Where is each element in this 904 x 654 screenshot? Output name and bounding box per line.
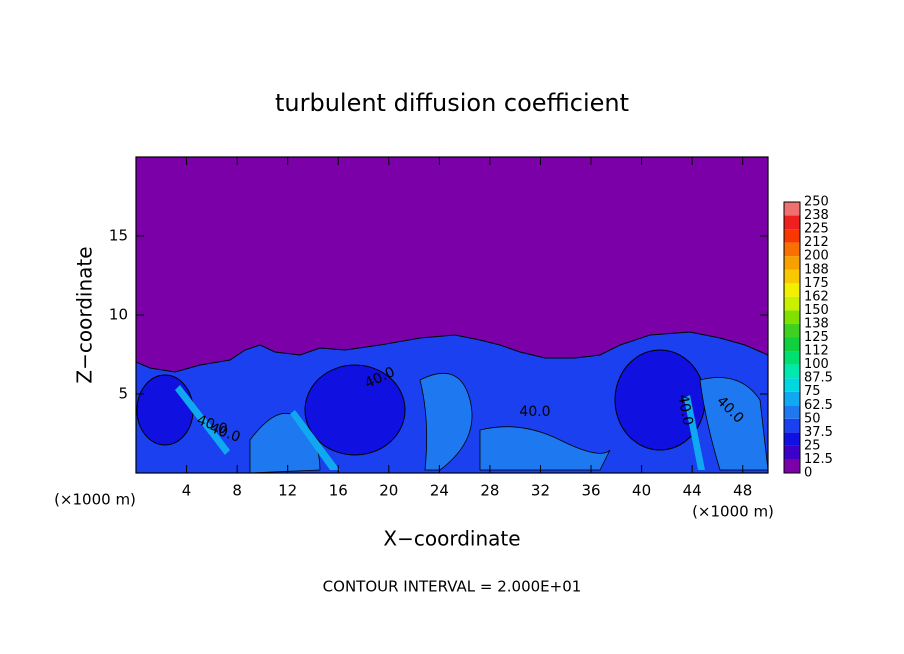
colorbar-swatch [784, 202, 800, 216]
colorbar-swatch [784, 418, 800, 433]
colorbar-label: 0 [804, 466, 812, 481]
field-region [304, 364, 406, 456]
field-region [136, 374, 194, 446]
x-tick-label: 4 [182, 482, 192, 500]
x-tick-label: 24 [430, 482, 449, 500]
x-tick-label: 8 [232, 482, 242, 500]
colorbar-label: 212 [804, 235, 829, 250]
colorbar-label: 125 [804, 330, 829, 345]
colorbar-label: 175 [804, 276, 829, 291]
x-tick-label: 16 [329, 482, 348, 500]
colorbar-label: 75 [804, 384, 821, 399]
colorbar-swatch [784, 405, 800, 419]
field-region [419, 372, 473, 471]
colorbar-swatch [784, 445, 800, 460]
chart-title: turbulent diffusion coefficient [275, 89, 629, 117]
x-axis-label: X−coordinate [383, 527, 520, 551]
colorbar-label: 87.5 [804, 371, 833, 386]
colorbar-label: 225 [804, 222, 829, 237]
x-tick-label: 44 [683, 482, 702, 500]
x-unit-label: (×1000 m) [54, 491, 136, 509]
colorbar-swatch [784, 310, 800, 324]
x-tick-label: 48 [733, 482, 752, 500]
colorbar-label: 112 [804, 344, 829, 359]
colorbar-label: 25 [804, 438, 821, 453]
x-tick-label: 40 [632, 482, 651, 500]
colorbar-label: 12.5 [804, 452, 833, 467]
y-axis-label: Z−coordinate [73, 246, 97, 383]
colorbar-swatch [784, 432, 800, 446]
colorbar-label: 162 [804, 289, 829, 304]
x-tick-label: 28 [480, 482, 499, 500]
colorbar-swatch [784, 256, 800, 270]
x-tick-label: 32 [531, 482, 550, 500]
colorbar-label: 150 [804, 303, 829, 318]
colorbar-label: 188 [804, 262, 829, 277]
colorbar-label: 62.5 [804, 398, 833, 413]
colorbar-label: 37.5 [804, 425, 833, 440]
field-region [699, 377, 768, 471]
colorbar-label: 138 [804, 316, 829, 331]
contour-interval: CONTOUR INTERVAL = 2.000E+01 [323, 578, 582, 596]
field-region [479, 426, 611, 471]
colorbar-label: 200 [804, 249, 829, 264]
colorbar-swatch [784, 296, 800, 311]
y-tick-label: 15 [109, 227, 128, 245]
contour-label: 40.0 [519, 404, 550, 420]
colorbar-swatch [784, 323, 800, 338]
colorbar-label: 100 [804, 357, 829, 372]
colorbar-swatch [784, 283, 800, 297]
field [136, 157, 768, 473]
field-region [684, 395, 705, 470]
y-tick-label: 5 [118, 385, 128, 403]
colorbar-swatch [784, 351, 800, 365]
colorbar-swatch [784, 215, 800, 230]
colorbar-frame [783, 201, 801, 474]
field-region [175, 385, 230, 455]
x-tick-label: 36 [581, 482, 600, 500]
colorbar-label: 238 [804, 208, 829, 223]
field-region [290, 410, 340, 470]
colorbar-swatch [784, 242, 800, 257]
x-tick-label: 20 [379, 482, 398, 500]
contour-label: 40.0 [674, 393, 695, 426]
colorbar-swatch [784, 459, 800, 473]
x-unit-label: (×1000 m) [692, 503, 774, 521]
colorbar-swatch [784, 337, 800, 352]
colorbar-label: 50 [804, 411, 821, 426]
colorbar-swatch [784, 378, 800, 392]
colorbar-label: 250 [804, 195, 829, 210]
colorbar-swatch [784, 364, 800, 379]
colorbar-swatch [784, 269, 800, 284]
x-tick-label: 12 [278, 482, 297, 500]
y-tick-label: 10 [109, 306, 128, 324]
colorbar-swatch [784, 229, 800, 243]
colorbar-swatch [784, 391, 800, 406]
